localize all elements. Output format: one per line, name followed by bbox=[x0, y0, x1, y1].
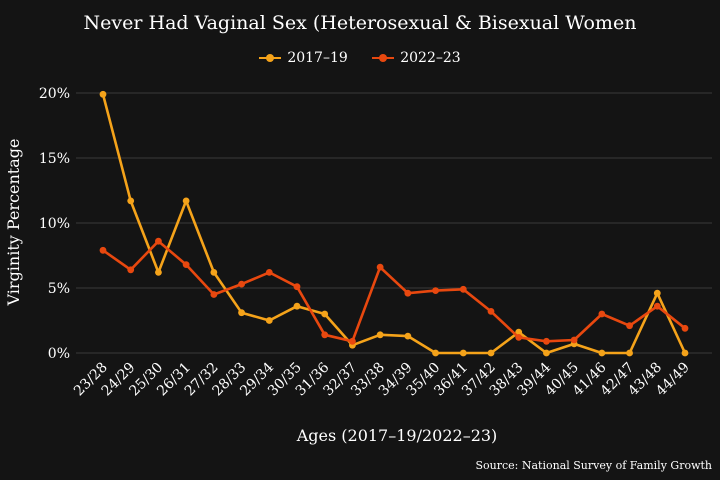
series-2-point bbox=[349, 337, 356, 345]
legend: 2017–19 2022–23 bbox=[0, 50, 720, 67]
series-2-point bbox=[238, 280, 245, 288]
series-1-point bbox=[182, 197, 190, 205]
series-2-point bbox=[321, 331, 329, 339]
series-1-point bbox=[681, 349, 689, 357]
series-2-point bbox=[376, 263, 384, 271]
chart-title: Never Had Vaginal Sex (Heterosexual & Bi… bbox=[83, 12, 637, 34]
series-1-point bbox=[432, 349, 439, 357]
series-1-point bbox=[155, 269, 162, 276]
series-1-point bbox=[543, 349, 550, 357]
y-tick-label: 5% bbox=[48, 281, 70, 297]
series-line-1 bbox=[101, 93, 687, 355]
legend-label-series-1: 2017–19 bbox=[287, 50, 348, 66]
legend-swatch-series-1 bbox=[259, 53, 282, 63]
series-1-point bbox=[238, 309, 245, 317]
series-2-point bbox=[127, 266, 135, 274]
legend-item-series-2: 2022–23 bbox=[372, 50, 461, 66]
y-tick-label: 10% bbox=[39, 216, 70, 232]
y-tick-label: 0% bbox=[48, 346, 70, 362]
series-1-point bbox=[265, 317, 273, 324]
series-2-point bbox=[570, 336, 578, 344]
source-note: Source: National Survey of Family Growth bbox=[475, 459, 713, 472]
series-1-point bbox=[321, 310, 329, 318]
legend-label-series-2: 2022–23 bbox=[400, 50, 461, 66]
series-1-point bbox=[293, 302, 301, 310]
legend-swatch-series-2 bbox=[372, 53, 395, 63]
series-2-point bbox=[515, 334, 523, 341]
series-1-point bbox=[99, 90, 107, 98]
series-2-point bbox=[432, 287, 439, 294]
series-1-point bbox=[210, 269, 218, 276]
series-2-point bbox=[155, 237, 162, 245]
x-axis-label: Ages (2017–19/2022–23) bbox=[296, 426, 498, 445]
series-line-2 bbox=[101, 239, 687, 343]
series-2-point bbox=[265, 269, 273, 276]
series-1-point bbox=[515, 328, 523, 336]
series-2-point bbox=[182, 261, 190, 268]
series-2-point bbox=[210, 291, 218, 298]
series-1-point bbox=[487, 349, 495, 357]
legend-item-series-1: 2017–19 bbox=[259, 50, 348, 66]
series-2-point bbox=[404, 289, 412, 297]
series-1-point bbox=[459, 349, 467, 357]
series-1-point bbox=[626, 349, 633, 357]
series-2-point bbox=[598, 310, 606, 318]
series-2-point bbox=[487, 308, 495, 315]
series-2-point bbox=[681, 324, 689, 332]
y-tick-label: 20% bbox=[39, 86, 70, 102]
y-axis-label: Virginity Percentage bbox=[4, 139, 23, 307]
series-2-point bbox=[99, 246, 107, 254]
series-2-point bbox=[653, 302, 661, 310]
y-tick-label: 15% bbox=[39, 151, 70, 167]
series-1-point bbox=[404, 332, 412, 340]
series-1-point bbox=[598, 349, 606, 357]
series-1-point bbox=[653, 289, 661, 297]
series-1-point bbox=[376, 331, 384, 339]
series-2-point bbox=[543, 337, 550, 345]
series-2-point bbox=[626, 322, 633, 330]
series-2-point bbox=[293, 283, 301, 291]
series-2-point bbox=[459, 285, 467, 293]
series-1-point bbox=[127, 197, 135, 205]
